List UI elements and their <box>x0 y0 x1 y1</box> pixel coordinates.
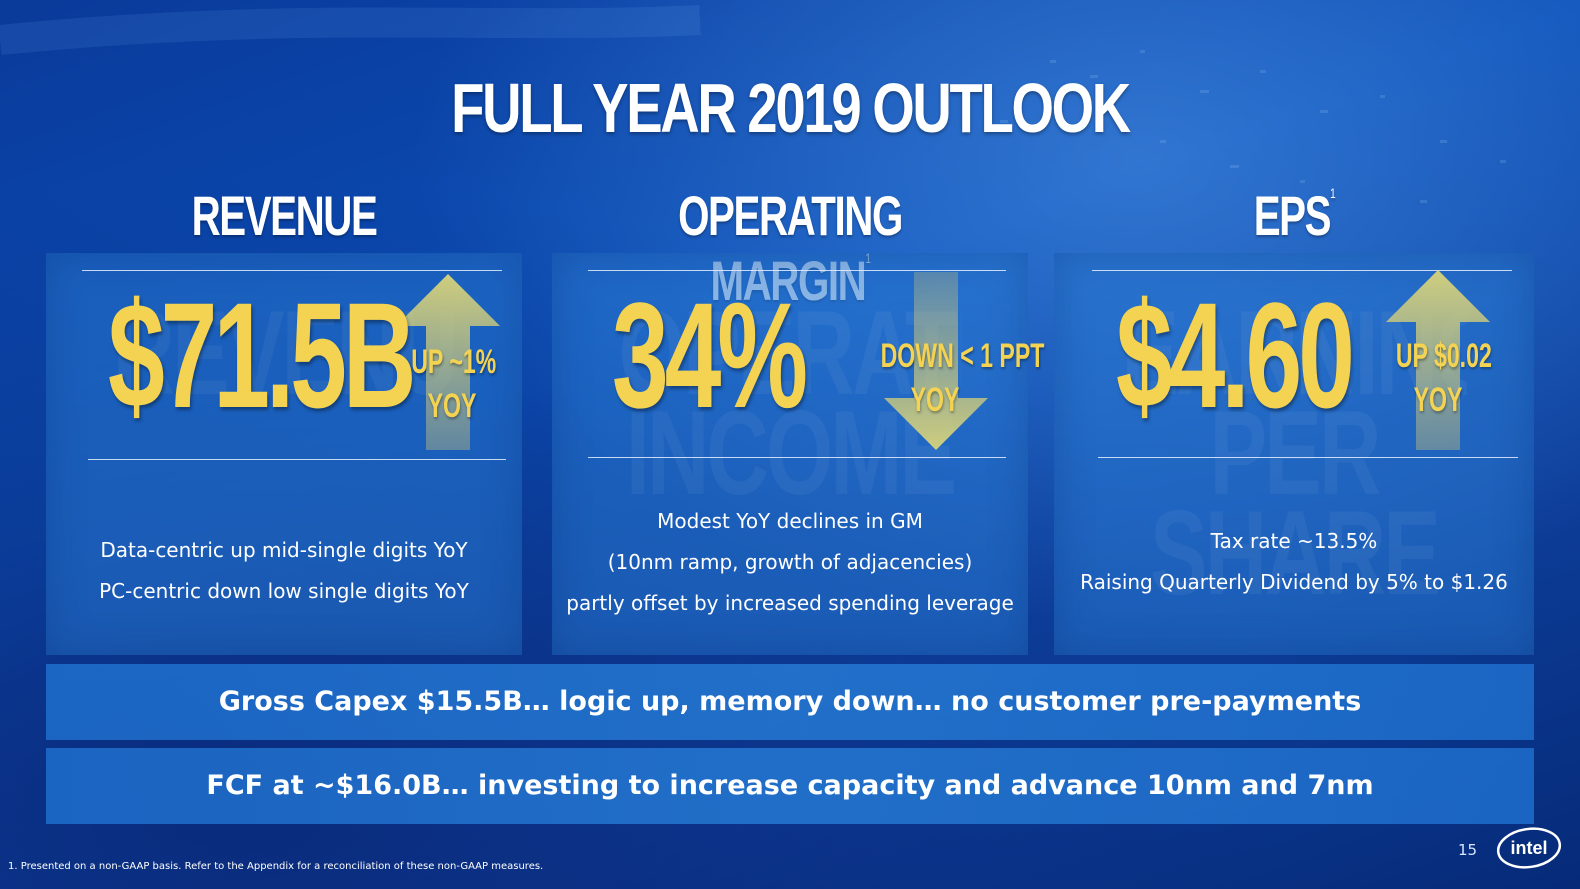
revenue-up-arrow-icon <box>396 274 500 450</box>
operating-margin-description: Modest YoY declines in GM (10nm ramp, gr… <box>552 501 1028 624</box>
operating-margin-down-arrow-icon <box>884 272 988 450</box>
eps-up-arrow-icon <box>1386 270 1490 450</box>
operating-margin-bottom-rule <box>588 457 1006 458</box>
revenue-desc-line1: Data-centric up mid-single digits YoY <box>100 538 468 562</box>
intel-logo-text: intel <box>1510 838 1547 858</box>
footnote: 1. Presented on a non-GAAP basis. Refer … <box>8 861 544 872</box>
revenue-heading: REVENUE <box>113 183 456 248</box>
eps-desc-line2: Raising Quarterly Dividend by 5% to $1.2… <box>1080 570 1508 594</box>
operating-margin-delta-line1: DOWN < 1 PPT <box>880 337 1045 375</box>
operating-margin-desc-line2: (10nm ramp, growth of adjacencies) <box>607 550 973 574</box>
revenue-bottom-rule <box>88 459 506 460</box>
eps-top-rule <box>1092 270 1512 271</box>
revenue-delta: UP ~1% YOY <box>411 340 497 428</box>
operating-margin-value: 34% <box>612 271 808 439</box>
eps-panel: EARNINGS PER SHARE <box>1054 253 1534 655</box>
revenue-top-rule <box>82 270 502 271</box>
eps-bottom-rule <box>1098 457 1518 458</box>
eps-delta-line1: UP $0.02 <box>1395 337 1492 375</box>
revenue-ghost-text: REVENUE <box>112 303 456 403</box>
revenue-panel: REVENUE <box>46 253 522 655</box>
intel-logo-icon: intel <box>1496 827 1562 869</box>
operating-margin-delta-line2: YOY <box>910 381 960 419</box>
revenue-description: Data-centric up mid-single digits YoY PC… <box>46 530 522 612</box>
eps-heading-text: EPS <box>1253 184 1332 247</box>
operating-margin-desc-line3: partly offset by increased spending leve… <box>566 591 1014 615</box>
fcf-bar: FCF at ~$16.0B… investing to increase ca… <box>46 748 1534 824</box>
operating-margin-desc-line1: Modest YoY declines in GM <box>657 509 923 533</box>
capex-bar: Gross Capex $15.5B… logic up, memory dow… <box>46 664 1534 740</box>
revenue-delta-line2: YOY <box>427 387 477 425</box>
revenue-desc-line2: PC-centric down low single digits YoY <box>99 579 469 603</box>
slide-title: FULL YEAR 2019 OUTLOOK <box>451 69 1131 147</box>
eps-delta: UP $0.02 YOY <box>1395 334 1492 422</box>
revenue-value: $71.5B <box>108 271 417 439</box>
revenue-heading-text: REVENUE <box>191 184 378 247</box>
operating-margin-delta: DOWN < 1 PPT YOY <box>880 334 1045 422</box>
operating-margin-top-rule <box>588 270 1006 271</box>
eps-desc-line1: Tax rate ~13.5% <box>1210 529 1378 553</box>
eps-value: $4.60 <box>1116 271 1355 439</box>
page-number: 15 <box>1458 841 1478 859</box>
eps-heading: EPS1 <box>1121 183 1467 248</box>
eps-footnote-mark: 1 <box>1330 185 1336 201</box>
eps-description: Tax rate ~13.5% Raising Quarterly Divide… <box>1054 521 1534 603</box>
eps-delta-line2: YOY <box>1413 381 1463 419</box>
revenue-delta-line1: UP ~1% <box>411 343 497 381</box>
